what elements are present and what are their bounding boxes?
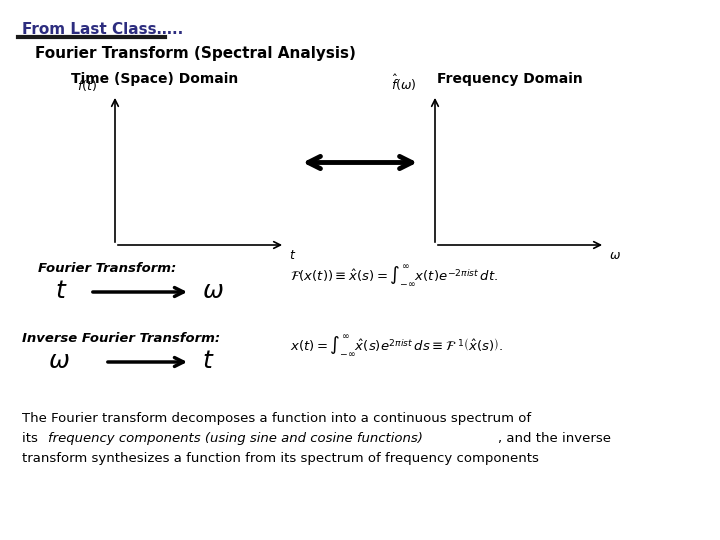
Text: $t$: $t$ [55, 280, 68, 303]
Text: $f(t)$: $f(t)$ [77, 78, 97, 93]
Text: Time (Space) Domain: Time (Space) Domain [71, 72, 238, 86]
Text: From Last Class…..: From Last Class….. [22, 22, 184, 37]
Text: The Fourier transform decomposes a function into a continuous spectrum of: The Fourier transform decomposes a funct… [22, 412, 531, 425]
Text: $\omega$: $\omega$ [202, 280, 224, 303]
Text: Frequency Domain: Frequency Domain [437, 72, 583, 86]
Text: Inverse Fourier Transform:: Inverse Fourier Transform: [22, 332, 220, 345]
Text: its: its [22, 432, 42, 445]
Text: Fourier Transform:: Fourier Transform: [38, 262, 176, 275]
Text: $t$: $t$ [289, 249, 297, 262]
Text: , and the inverse: , and the inverse [498, 432, 611, 445]
Text: frequency components (using sine and cosine functions): frequency components (using sine and cos… [48, 432, 423, 445]
Text: $\omega$: $\omega$ [48, 350, 70, 374]
Text: $\mathcal{F}\left(x\left(t\right)\right) \equiv \hat{x}\left(s\right) = \int_{-\: $\mathcal{F}\left(x\left(t\right)\right)… [290, 264, 498, 289]
Text: Fourier Transform (Spectral Analysis): Fourier Transform (Spectral Analysis) [35, 46, 356, 61]
Text: $\omega$: $\omega$ [609, 249, 621, 262]
Text: transform synthesizes a function from its spectrum of frequency components: transform synthesizes a function from it… [22, 452, 539, 465]
Text: $t$: $t$ [202, 350, 215, 374]
Text: $x\left(t\right) = \int_{-\infty}^{\infty} \hat{x}\left(s\right) e^{2\pi ist}\,d: $x\left(t\right) = \int_{-\infty}^{\inft… [290, 334, 503, 359]
Text: $\hat{f}(\omega)$: $\hat{f}(\omega)$ [392, 73, 417, 93]
